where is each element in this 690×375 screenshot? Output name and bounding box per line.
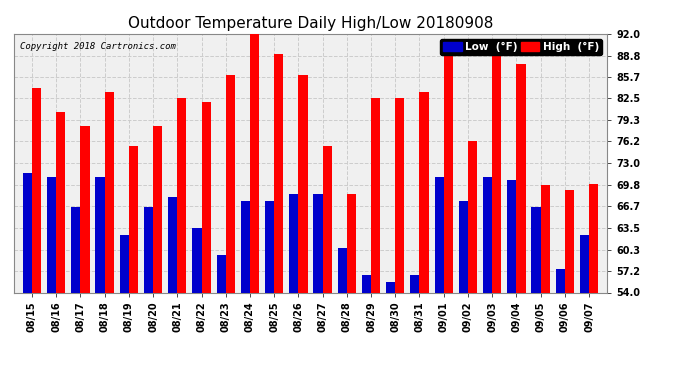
- Bar: [168, 197, 177, 375]
- Bar: [153, 126, 162, 375]
- Bar: [201, 102, 210, 375]
- Bar: [347, 194, 356, 375]
- Bar: [420, 92, 428, 375]
- Bar: [105, 92, 114, 375]
- Bar: [337, 248, 347, 375]
- Bar: [411, 276, 420, 375]
- Bar: [23, 173, 32, 375]
- Bar: [468, 141, 477, 375]
- Bar: [144, 207, 153, 375]
- Bar: [444, 56, 453, 375]
- Bar: [395, 99, 404, 375]
- Bar: [516, 64, 526, 375]
- Bar: [95, 177, 105, 375]
- Title: Outdoor Temperature Daily High/Low 20180908: Outdoor Temperature Daily High/Low 20180…: [128, 16, 493, 31]
- Bar: [580, 235, 589, 375]
- Bar: [217, 255, 226, 375]
- Text: Copyright 2018 Cartronics.com: Copyright 2018 Cartronics.com: [20, 42, 176, 51]
- Bar: [47, 177, 56, 375]
- Bar: [250, 34, 259, 375]
- Bar: [507, 180, 516, 375]
- Bar: [56, 112, 66, 375]
- Bar: [119, 235, 129, 375]
- Bar: [362, 276, 371, 375]
- Bar: [274, 54, 284, 375]
- Bar: [313, 194, 323, 375]
- Bar: [589, 183, 598, 375]
- Bar: [323, 146, 332, 375]
- Bar: [193, 228, 201, 375]
- Bar: [492, 44, 502, 375]
- Bar: [435, 177, 444, 375]
- Bar: [371, 99, 380, 375]
- Bar: [241, 201, 250, 375]
- Bar: [129, 146, 138, 375]
- Bar: [565, 190, 574, 375]
- Bar: [32, 88, 41, 375]
- Bar: [226, 75, 235, 375]
- Bar: [555, 268, 565, 375]
- Bar: [265, 201, 274, 375]
- Bar: [540, 185, 550, 375]
- Bar: [71, 207, 81, 375]
- Bar: [531, 207, 540, 375]
- Bar: [459, 201, 468, 375]
- Bar: [289, 194, 298, 375]
- Bar: [386, 282, 395, 375]
- Bar: [298, 75, 308, 375]
- Bar: [81, 126, 90, 375]
- Bar: [177, 99, 186, 375]
- Legend: Low  (°F), High  (°F): Low (°F), High (°F): [440, 39, 602, 56]
- Bar: [483, 177, 492, 375]
